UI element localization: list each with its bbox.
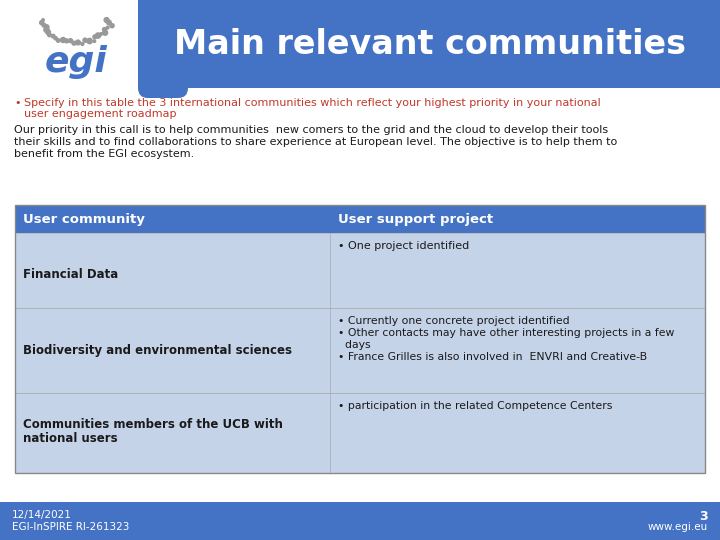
Bar [15,233,705,308]
Circle shape [76,40,81,45]
Text: • Other contacts may have other interesting projects in a few: • Other contacts may have other interest… [338,328,675,338]
Text: • France Grilles is also involved in  ENVRI and Creative-B: • France Grilles is also involved in ENV… [338,352,647,362]
Text: Specify in this table the 3 international communities which reflect your highest: Specify in this table the 3 internationa… [24,98,600,108]
FancyBboxPatch shape [138,0,188,98]
Text: national users: national users [23,431,117,444]
Bar [0,0,720,88]
Text: EGI-InSPIRE RI-261323: EGI-InSPIRE RI-261323 [12,522,130,532]
FancyBboxPatch shape [0,0,158,90]
Text: •: • [14,98,20,108]
Text: • participation in the related Competence Centers: • participation in the related Competenc… [338,401,613,411]
Circle shape [103,30,107,35]
Circle shape [44,27,49,32]
Text: User support project: User support project [338,213,493,226]
Circle shape [107,26,109,29]
Text: egi: egi [45,45,107,79]
Text: 3: 3 [699,510,708,523]
Circle shape [42,19,44,21]
Circle shape [56,39,60,42]
Text: 12/14/2021: 12/14/2021 [12,510,72,520]
Circle shape [72,41,76,45]
Text: their skills and to find collaborations to share experience at European level. T: their skills and to find collaborations … [14,137,617,147]
Circle shape [83,38,87,42]
Circle shape [104,18,109,23]
Circle shape [42,23,46,27]
Circle shape [93,35,96,39]
Circle shape [93,40,96,43]
Bar [0,502,720,540]
Circle shape [107,20,112,25]
Circle shape [110,24,114,28]
Text: • One project identified: • One project identified [338,241,469,251]
Circle shape [51,35,55,38]
Circle shape [65,39,68,43]
Bar [15,308,705,393]
Circle shape [95,33,101,38]
Text: www.egi.eu: www.egi.eu [648,522,708,532]
Circle shape [48,33,51,37]
Circle shape [87,38,92,44]
Text: Communities members of the UCB with: Communities members of the UCB with [23,418,283,431]
Circle shape [54,37,58,40]
Circle shape [68,39,73,43]
Text: Financial Data: Financial Data [23,268,118,281]
Bar [15,393,705,473]
Text: benefit from the EGI ecosystem.: benefit from the EGI ecosystem. [14,149,194,159]
Text: User community: User community [23,213,145,226]
Text: Main relevant communities: Main relevant communities [174,28,686,60]
Text: Biodiversity and environmental sciences: Biodiversity and environmental sciences [23,344,292,357]
Text: • Currently one concrete project identified: • Currently one concrete project identif… [338,316,570,326]
Circle shape [100,33,102,36]
Text: days: days [338,340,371,350]
Bar [15,205,705,233]
Bar [15,205,705,473]
Text: user engagement roadmap: user engagement roadmap [24,109,176,119]
Circle shape [60,37,66,43]
Circle shape [44,25,49,30]
Circle shape [46,30,50,35]
Circle shape [102,28,107,31]
Circle shape [81,43,84,45]
Circle shape [40,21,44,25]
Text: Our priority in this call is to help communities  new comers to the grid and the: Our priority in this call is to help com… [14,125,608,135]
